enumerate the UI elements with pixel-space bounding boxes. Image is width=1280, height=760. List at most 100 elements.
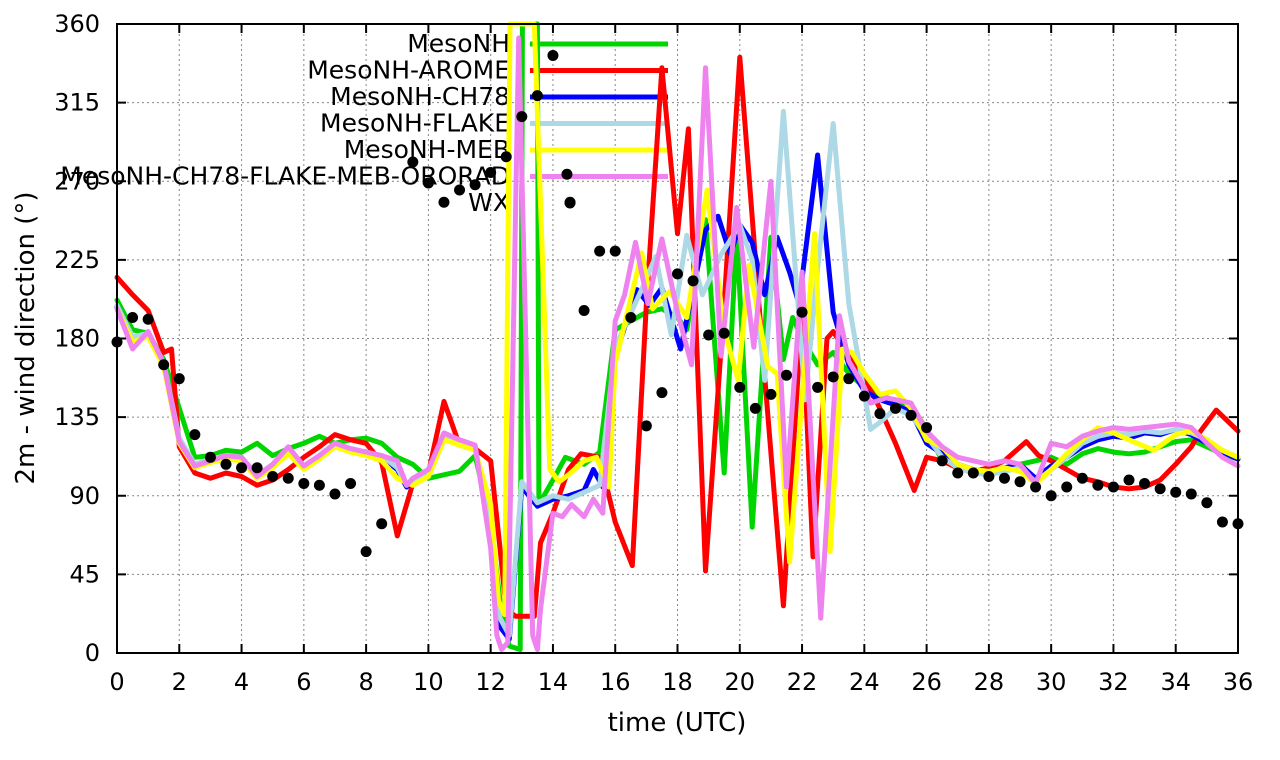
wx-observation-dot	[780, 369, 792, 381]
wx-observation-dot	[360, 546, 372, 558]
wx-observation-dot	[718, 327, 730, 339]
x-tick-label: 12	[475, 668, 506, 696]
wx-observation-dot	[889, 402, 901, 414]
wx-observation-dot	[1123, 474, 1135, 486]
wx-observation-dot	[983, 471, 995, 483]
wx-observation-dot	[765, 388, 777, 400]
wx-observation-dot	[438, 196, 450, 208]
data-series	[111, 21, 1244, 652]
wx-observation-dot	[1061, 481, 1073, 493]
wx-observation-dot	[858, 390, 870, 402]
wx-observation-dot	[547, 49, 559, 61]
legend-label-meb: MesoNH-MEB	[344, 135, 510, 164]
wx-observation-dot	[609, 245, 621, 257]
y-tick-label: 360	[54, 10, 100, 38]
plot-border	[116, 23, 1239, 654]
wx-observation-dot	[142, 313, 154, 325]
wx-observation-dot	[905, 409, 917, 421]
wx-observation-dot	[874, 408, 886, 420]
y-tick-label: 180	[54, 325, 100, 353]
wx-observation-dot	[827, 371, 839, 383]
wx-observation-dot	[1076, 472, 1088, 484]
wx-observation-dot	[703, 329, 715, 341]
x-tick-label: 14	[538, 668, 569, 696]
x-tick-label: 34	[1160, 668, 1191, 696]
wx-observation-dot	[422, 177, 434, 189]
wx-observation-dot	[469, 179, 481, 191]
y-tick-label: 315	[54, 89, 100, 117]
y-tick-label: 90	[69, 482, 100, 510]
wx-observation-dot	[516, 111, 528, 123]
wx-observation-dot	[376, 518, 388, 530]
wx-observation-dot	[500, 151, 512, 163]
wx-observation-dot	[1014, 476, 1026, 488]
wx-observation-dot	[561, 168, 573, 180]
wx-observation-dot	[220, 458, 232, 470]
x-tick-label: 32	[1098, 668, 1129, 696]
wx-observation-dot	[1185, 488, 1197, 500]
axes: 0 2 4 6 8 10 12 14 16 18 20 22 24 26 28 30 32 34 360459013…	[54, 10, 1253, 696]
legend-label-flake: MesoNH-FLAKE	[320, 109, 510, 138]
wx-observation-dot	[1216, 516, 1228, 528]
x-tick-label: 6	[296, 668, 311, 696]
wx-observation-dot	[625, 312, 637, 324]
wx-observation-dot	[998, 472, 1010, 484]
x-tick-label: 16	[600, 668, 631, 696]
wx-observation-dot	[1170, 486, 1182, 498]
x-tick-label: 4	[234, 668, 249, 696]
wx-observation-dot	[298, 478, 310, 490]
legend-label-ch78: MesoNH-CH78	[330, 82, 510, 111]
wx-observation-dot	[687, 275, 699, 287]
legend-label-mesonh: MesoNH	[407, 29, 510, 58]
wx-observation-dot	[1201, 497, 1213, 509]
wx-observation-dot	[1107, 481, 1119, 493]
chart-legend: MesoNH MesoNH-AROME MesoNH-CH78 MesoNH-F…	[60, 29, 668, 217]
x-tick-label: 0	[109, 668, 124, 696]
wx-observation-dot	[1154, 483, 1166, 495]
x-tick-label: 26	[911, 668, 942, 696]
wx-observation-dot	[1139, 478, 1151, 490]
x-tick-label: 2	[172, 668, 187, 696]
series-line-mesonh	[114, 21, 1241, 652]
x-tick-label: 10	[413, 668, 444, 696]
wx-observation-dot	[485, 167, 497, 179]
wx-observation-dot	[313, 479, 325, 491]
wx-observation-dot	[672, 268, 683, 280]
x-tick-label: 18	[662, 668, 693, 696]
x-tick-label: 22	[787, 668, 818, 696]
wx-observation-dot	[189, 429, 201, 441]
x-tick-label: 8	[358, 668, 373, 696]
wx-observation-dot	[531, 90, 543, 102]
wx-observation-dot	[267, 471, 279, 483]
x-axis-title: time (UTC)	[608, 708, 747, 738]
y-axis-title: 2m - wind direction (°)	[11, 191, 41, 484]
x-tick-label: 20	[725, 668, 756, 696]
y-tick-label: 0	[85, 639, 100, 667]
wx-observation-dot	[204, 451, 216, 463]
wx-observation-dot	[967, 467, 979, 479]
x-tick-label: 36	[1223, 668, 1254, 696]
wx-observation-dot	[656, 387, 668, 399]
x-tick-label: 30	[1036, 668, 1067, 696]
y-tick-label: 270	[54, 167, 100, 195]
wx-observation-dot	[1045, 490, 1057, 502]
y-tick-label: 135	[54, 403, 100, 431]
series-line-mesonh-ch78-flake-meb-ororad	[114, 35, 1241, 652]
wx-observation-dot	[1092, 479, 1104, 491]
wx-observation-dot	[843, 373, 855, 385]
wx-observation-dot	[594, 245, 606, 257]
wx-observation-dot	[796, 306, 808, 318]
legend-label-ororad: MesoNH-CH78-FLAKE-MEB-ORORAD	[60, 162, 510, 191]
wx-observation-dot	[640, 420, 652, 432]
wx-observation-dot	[158, 359, 170, 371]
wx-observation-dot	[564, 196, 576, 208]
wx-observation-dot	[936, 455, 948, 467]
legend-label-wx: WX	[468, 188, 510, 217]
wx-observation-dot	[127, 312, 139, 324]
wx-observation-dot	[173, 373, 185, 385]
wx-observation-dot	[329, 488, 341, 500]
wx-observation-dot	[578, 305, 590, 317]
wx-observation-dot	[251, 462, 263, 474]
legend-label-arome: MesoNH-AROME	[307, 56, 510, 85]
